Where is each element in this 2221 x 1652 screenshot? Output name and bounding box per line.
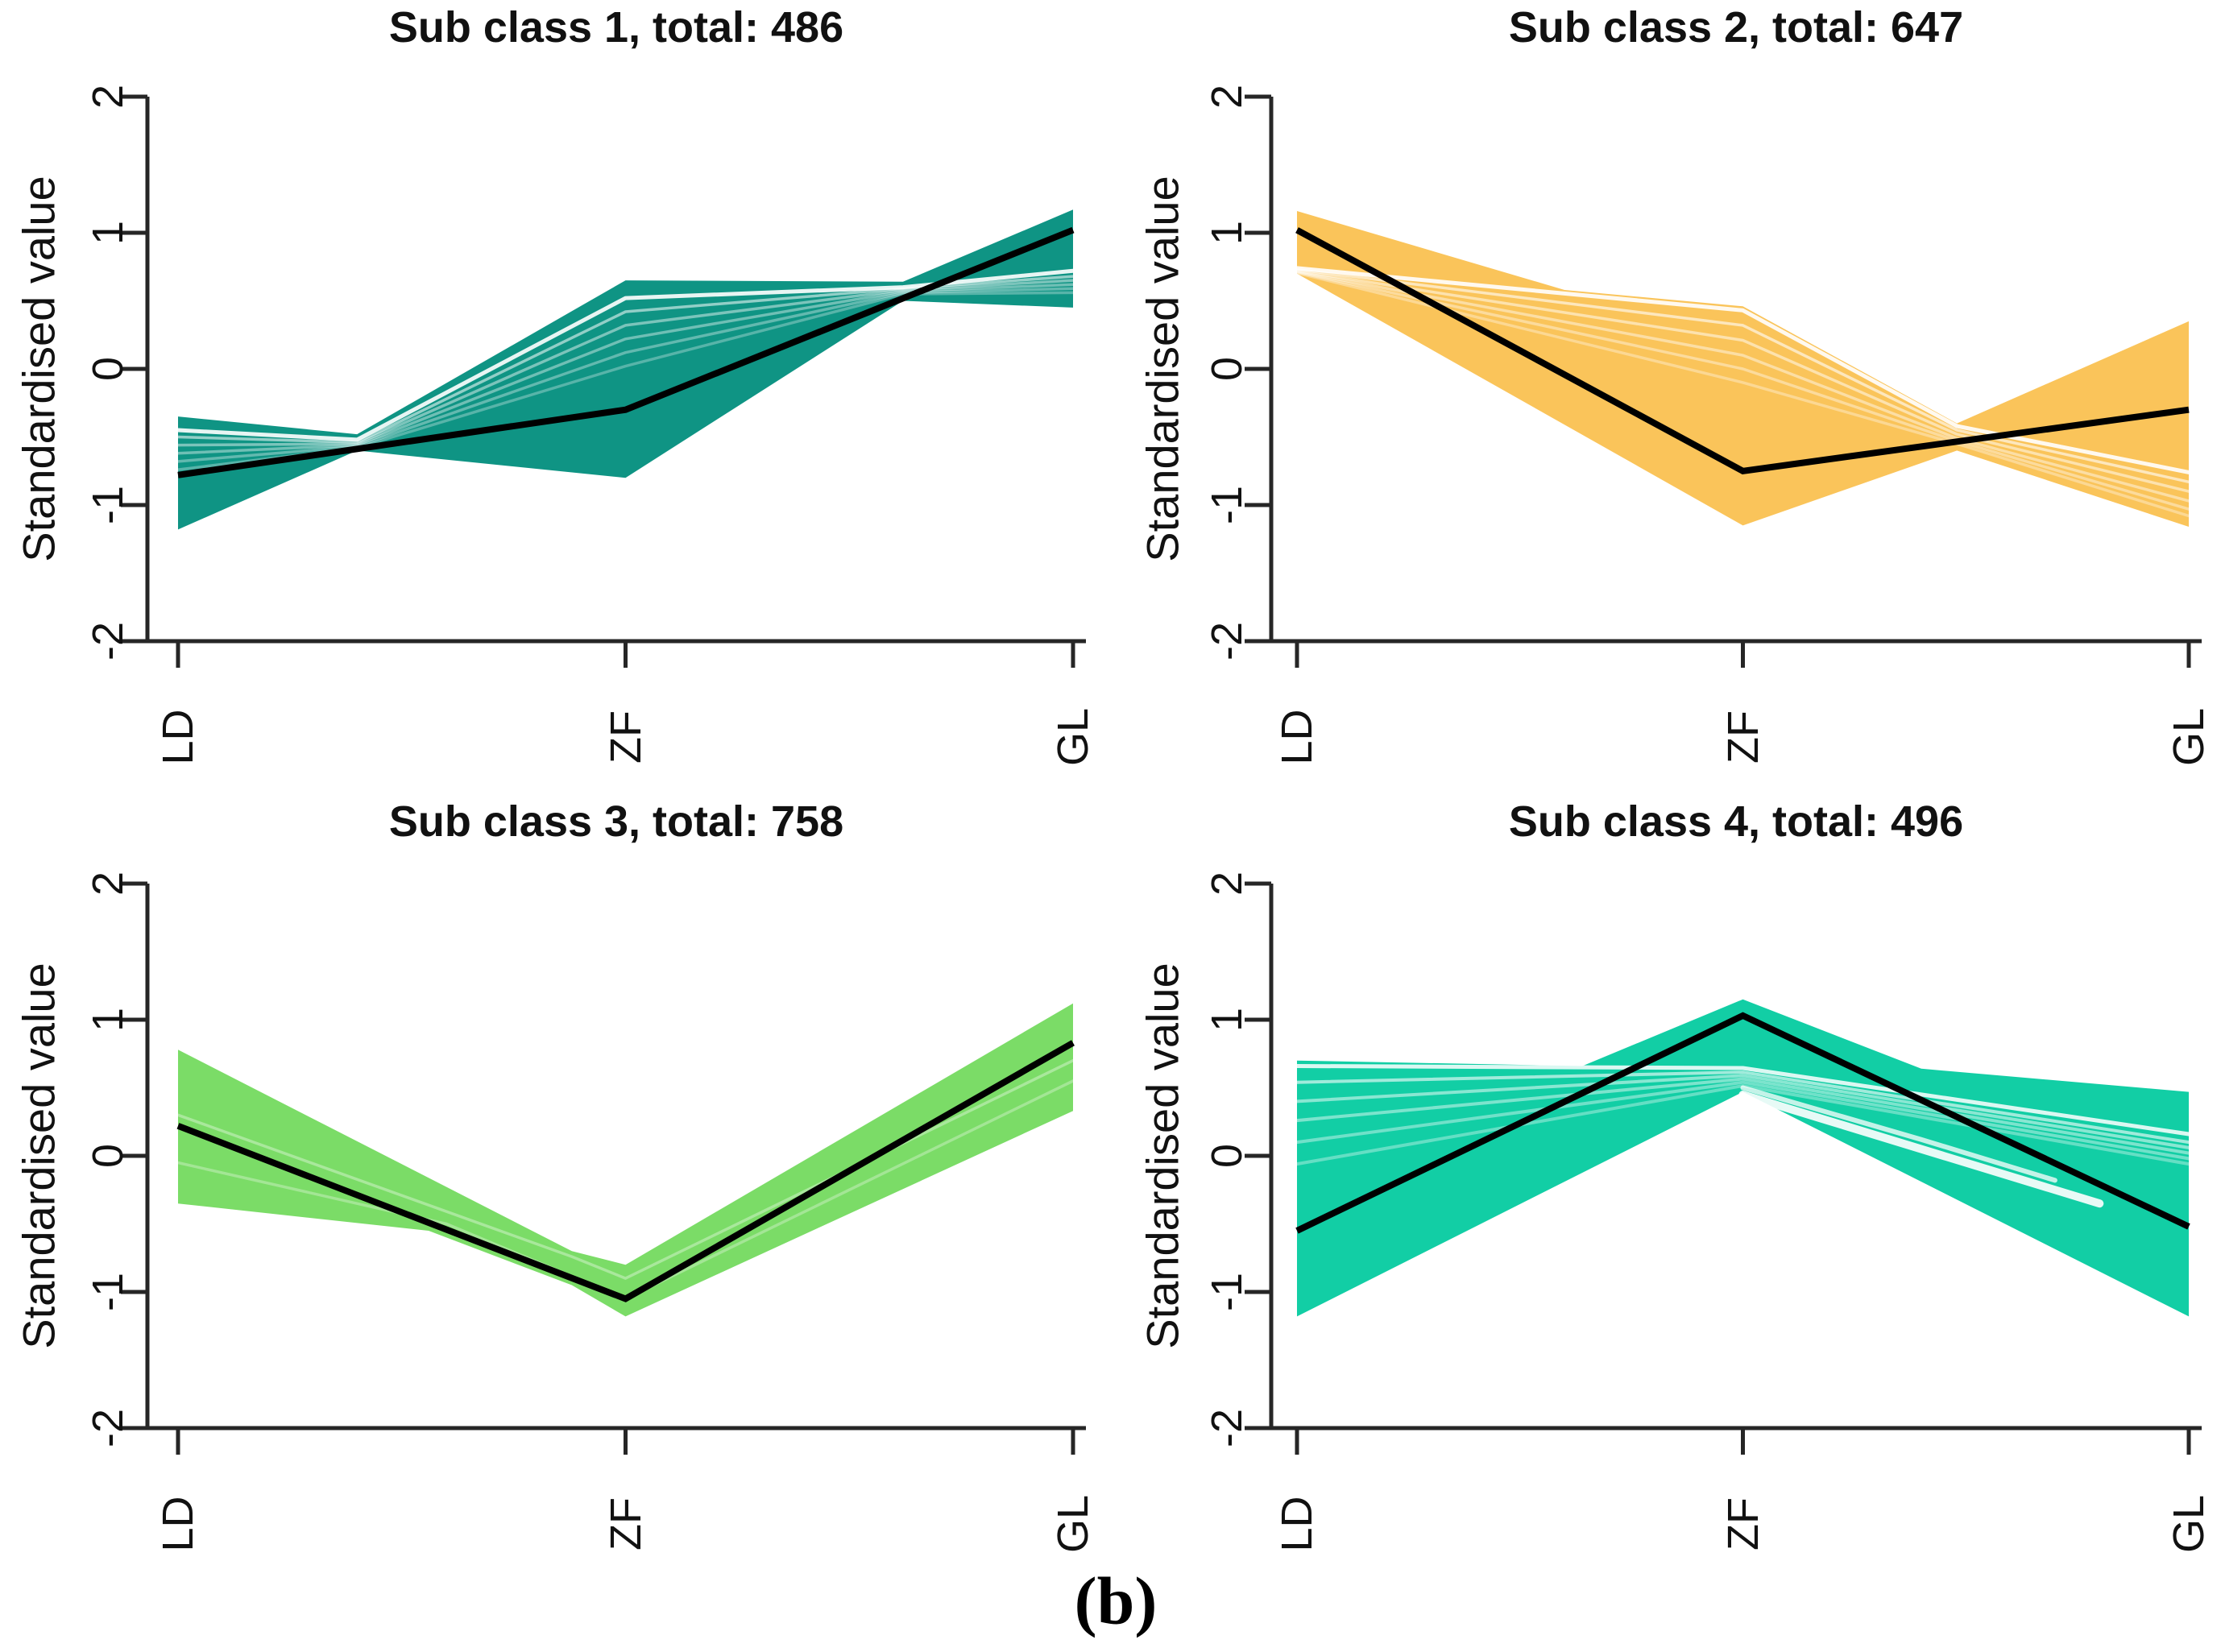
y-tick-label: 0 [84, 356, 132, 382]
y-tick-label: 1 [84, 220, 132, 246]
y-tick-label: -1 [1203, 1272, 1251, 1312]
band-area-subclass-3 [178, 1003, 1073, 1317]
y-tick-label: 0 [84, 1143, 132, 1169]
trajectory-streak [1740, 1085, 2057, 1183]
y-tick-label: -1 [84, 1272, 132, 1312]
x-tick-label-ZF: ZF [1718, 710, 1767, 764]
y-axis-title: Standardised value [13, 176, 64, 562]
y-tick-label: -2 [84, 621, 132, 661]
trajectory-streak [176, 275, 1075, 445]
panel-title-subclass-2: Sub class 2, total: 647 [1508, 3, 1964, 52]
y-tick-label: 1 [84, 1007, 132, 1033]
y-tick-label: -2 [1203, 1408, 1251, 1448]
y-tick-label: 1 [1203, 220, 1251, 246]
x-tick-label-LD: LD [154, 1496, 202, 1552]
trajectory-streak [1295, 269, 2190, 493]
x-tick-label-LD: LD [1273, 1496, 1321, 1552]
trajectory-streak [1295, 271, 2190, 518]
panel-title-subclass-4: Sub class 4, total: 496 [1508, 797, 1964, 846]
trajectory-streak [1295, 1080, 2190, 1161]
mean-line-subclass-4 [1295, 1012, 2190, 1234]
trajectory-streak [1295, 270, 2190, 503]
trajectory-streak [1295, 1074, 2190, 1149]
trajectory-streak [1738, 1091, 2104, 1208]
mean-line-subclass-2 [1295, 227, 2190, 474]
trajectory-streak [176, 279, 1075, 447]
y-tick-label: -2 [84, 1408, 132, 1448]
band-area-subclass-4 [1297, 999, 2189, 1317]
x-tick-label-GL: GL [2165, 1494, 2213, 1554]
panel-title-subclass-3: Sub class 3, total: 758 [388, 797, 844, 846]
trajectory-streak [1295, 267, 2190, 484]
panel-title-subclass-1: Sub class 1, total: 486 [388, 3, 844, 52]
x-tick-label-ZF: ZF [601, 1497, 650, 1551]
x-tick-label-GL: GL [1049, 1494, 1097, 1554]
y-axis-title: Standardised value [1137, 176, 1188, 562]
mean-line-subclass-3 [176, 1040, 1075, 1302]
x-tick-label-GL: GL [1049, 707, 1097, 767]
y-tick-label: -1 [84, 485, 132, 525]
x-tick-label-ZF: ZF [601, 710, 650, 764]
trajectory-streak [1295, 1077, 2190, 1155]
x-tick-label-ZF: ZF [1718, 1497, 1767, 1551]
y-tick-label: 2 [1203, 871, 1251, 896]
y-tick-label: -2 [1203, 621, 1251, 661]
trajectory-streak [1295, 1064, 2191, 1137]
y-tick-label: 0 [1203, 356, 1251, 382]
x-tick-label-GL: GL [2165, 707, 2213, 767]
trajectory-streak [176, 283, 1075, 455]
y-axis-title: Standardised value [1137, 963, 1188, 1349]
figure-caption: (b) [1074, 1563, 1158, 1639]
y-tick-label: 0 [1203, 1143, 1251, 1169]
x-tick-label-LD: LD [154, 709, 202, 765]
y-tick-label: 2 [84, 871, 132, 896]
y-tick-label: 2 [84, 84, 132, 110]
trajectory-streak [176, 287, 1075, 463]
trajectory-streak [176, 268, 1075, 442]
trajectory-streak [1295, 1070, 2190, 1145]
y-tick-label: 2 [1203, 84, 1251, 110]
trajectory-streak [1295, 266, 2191, 474]
y-tick-label: -1 [1203, 485, 1251, 525]
x-tick-label-LD: LD [1273, 709, 1321, 765]
y-tick-label: 1 [1203, 1007, 1251, 1033]
y-axis-title: Standardised value [13, 963, 64, 1349]
mean-line-subclass-1 [177, 226, 1075, 478]
trajectory-streak [1295, 271, 2190, 511]
band-area-subclass-1 [178, 209, 1073, 530]
